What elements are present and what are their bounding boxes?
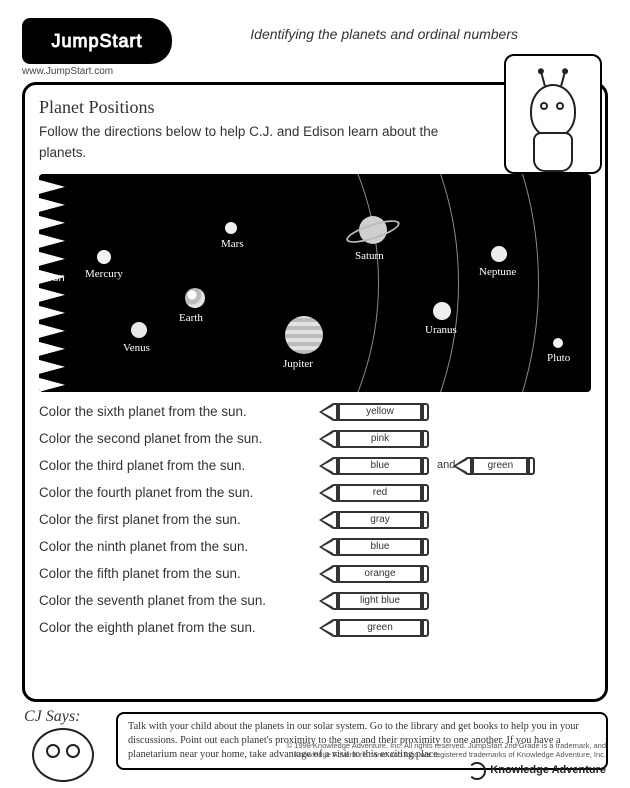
task-text: Color the eighth planet from the sun. [39,621,327,634]
alien-icon [518,72,588,172]
crayon-label: green [367,623,393,633]
planet-venus [131,322,147,338]
knowledge-adventure-logo: Knowledge Adventure [468,762,606,780]
worksheet-instructions: Follow the directions below to help C.J.… [39,122,439,164]
crayon-icon: orange [331,565,429,583]
task-row: Color the eighth planet from the sun. gre… [39,618,591,638]
task-text: Color the sixth planet from the sun. [39,405,327,418]
task-row: Color the fourth planet from the sun. red [39,483,591,503]
planet-label-saturn: Saturn [355,250,384,262]
planet-pluto [553,338,563,348]
crayon-label: blue [371,542,390,552]
orbit-ring [39,174,591,392]
brand-text: Knowledge Adventure [490,764,606,778]
planet-mars [225,222,237,234]
crayon-label: blue [371,461,390,471]
crayon-label: yellow [366,407,394,417]
logo-url: www.JumpStart.com [22,66,172,77]
crayon-icon: gray [331,511,429,529]
main-frame: Planet Positions Follow the directions b… [22,82,608,702]
planet-neptune [491,246,507,262]
cj-face-icon: CJ Says: [22,712,106,782]
page-subtitle: Identifying the planets and ordinal numb… [250,18,608,42]
task-row: Color the second planet from the sun. pin… [39,429,591,449]
crayon-icon: red [331,484,429,502]
task-text: Color the seventh planet from the sun. [39,594,327,607]
planet-mercury [97,250,111,264]
planet-label-jupiter: Jupiter [283,358,313,370]
task-row: Color the first planet from the sun. gray [39,510,591,530]
task-row: Color the seventh planet from the sun. li… [39,591,591,611]
planet-uranus [433,302,451,320]
planet-label-earth: Earth [179,312,203,324]
planet-label-neptune: Neptune [479,266,516,278]
cj-says-heading: CJ Says: [24,708,80,726]
crayon-icon: yellow [331,403,429,421]
task-text: Color the first planet from the sun. [39,513,327,526]
planet-label-mercury: Mercury [85,268,123,280]
worksheet-page: JumpStart www.JumpStart.com Identifying … [0,0,630,788]
crayon-icon: light blue [331,592,429,610]
crayon-icon: green [331,619,429,637]
task-row: Color the third planet from the sun. blue… [39,456,591,476]
task-list: Color the sixth planet from the sun. yell… [39,402,591,638]
crayon-label: orange [364,569,395,579]
logo-block: JumpStart www.JumpStart.com [22,18,172,77]
crayon-label: red [373,488,387,498]
copyright-text: © 1998 Knowledge Adventure, Inc. All rig… [286,741,606,760]
planet-label-mars: Mars [221,238,244,250]
crayon-label: gray [370,515,389,525]
swirl-icon [468,762,486,780]
task-text: Color the second planet from the sun. [39,432,327,445]
jumpstart-logo: JumpStart [22,18,172,64]
planet-earth [185,288,205,308]
logo-text: JumpStart [51,31,142,52]
crayon-icon: pink [331,430,429,448]
mascot-box [504,54,602,174]
crayon-icon: green [465,457,535,475]
task-row: Color the fifth planet from the sun. oran… [39,564,591,584]
task-text: Color the fourth planet from the sun. [39,486,327,499]
task-row: Color the sixth planet from the sun. yell… [39,402,591,422]
task-row: Color the ninth planet from the sun. blue [39,537,591,557]
planet-jupiter [285,316,323,354]
crayon-label: green [488,461,514,471]
crayon-icon: blue [331,538,429,556]
planet-label-pluto: Pluto [547,352,570,364]
task-text: Color the ninth planet from the sun. [39,540,327,553]
planet-label-uranus: Uranus [425,324,457,336]
task-text: Color the fifth planet from the sun. [39,567,327,580]
task-text: Color the third planet from the sun. [39,459,327,472]
planet-label-venus: Venus [123,342,150,354]
crayon-label: pink [371,434,389,444]
crayon-icon: blue [331,457,429,475]
crayon-label: light blue [360,596,400,606]
footer-credits: © 1998 Knowledge Adventure, Inc. All rig… [286,741,606,782]
solar-system-diagram: Sun MercuryVenusEarthMarsJupiterSaturnUr… [39,174,591,392]
